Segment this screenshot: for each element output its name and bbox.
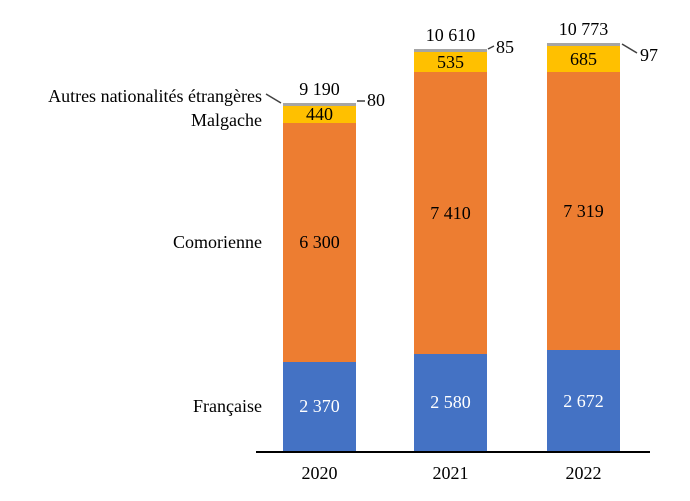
segment-value-label-malgache-2021: 535 [437,51,464,72]
series-label-malgache: Malgache [191,110,262,130]
total-label-2021: 10 610 [425,24,476,45]
leader-line-2021 [487,45,495,50]
bar-segment-malgache-2021: 535 [414,51,487,73]
outside-value-label-autres-nationalites-etrangeres-2021: 85 [496,37,514,57]
bar-segment-francaise-2021: 2 580 [414,353,487,452]
segment-value-label-francaise-2022: 2 672 [563,390,604,411]
total-label-2022: 10 773 [558,18,609,39]
x-axis-label-2020: 2020 [301,463,338,483]
bar-segment-francaise-2022: 2 672 [547,350,620,452]
series-label-comorienne: Comorienne [173,232,262,252]
bar-segment-comorienne-2021: 7 410 [414,72,487,354]
segment-value-label-comorienne-2021: 7 410 [430,202,471,223]
leader-line-2022 [621,43,638,54]
x-axis-label-2021: 2021 [432,463,469,483]
segment-value-label-francaise-2021: 2 580 [430,392,471,413]
segment-value-label-comorienne-2022: 7 319 [563,200,604,221]
series-label-autres-nationalites-etrangeres: Autres nationalités étrangères [48,86,262,106]
bar-segment-malgache-2022: 685 [547,46,620,73]
segment-value-label-comorienne-2020: 6 300 [299,231,340,252]
bar-segment-comorienne-2022: 7 319 [547,72,620,351]
series-label-francaise: Française [193,396,262,416]
bar-segment-autres-nationalites-etrangeres-2021 [414,48,487,53]
bar-segment-autres-nationalites-etrangeres-2020 [283,102,356,106]
bar-segment-malgache-2020: 440 [283,103,356,124]
bar-segment-francaise-2020: 2 370 [283,361,356,452]
bar-segment-autres-nationalites-etrangeres-2022 [547,42,620,47]
segment-value-label-malgache-2020: 440 [306,103,333,124]
total-label-2020: 9 190 [299,78,340,99]
outside-value-label-autres-nationalites-etrangeres-2020: 80 [367,90,385,110]
x-axis-line [256,451,650,453]
segment-value-label-francaise-2020: 2 370 [299,396,340,417]
outside-value-label-autres-nationalites-etrangeres-2022: 97 [640,45,658,65]
x-axis-label-2022: 2022 [565,463,602,483]
bar-segment-comorienne-2020: 6 300 [283,122,356,362]
segment-value-label-malgache-2022: 685 [570,48,597,69]
